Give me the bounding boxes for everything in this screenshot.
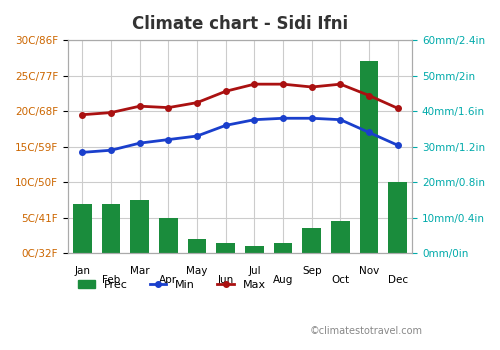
Text: Jun: Jun — [218, 275, 234, 285]
Text: Mar: Mar — [130, 266, 150, 276]
Bar — [388, 182, 407, 253]
Bar — [102, 204, 120, 253]
Text: May: May — [186, 266, 208, 276]
Bar — [159, 218, 178, 253]
Text: Nov: Nov — [359, 266, 380, 276]
Text: ©climatestotravel.com: ©climatestotravel.com — [310, 326, 423, 336]
Bar — [216, 243, 235, 253]
Text: Aug: Aug — [273, 275, 293, 285]
Text: Sep: Sep — [302, 266, 322, 276]
Bar — [331, 221, 350, 253]
Text: Dec: Dec — [388, 275, 408, 285]
Text: Oct: Oct — [332, 275, 349, 285]
Text: Apr: Apr — [160, 275, 178, 285]
Text: Jul: Jul — [248, 266, 260, 276]
Legend: Prec, Min, Max: Prec, Min, Max — [74, 276, 270, 295]
Title: Climate chart - Sidi Ifni: Climate chart - Sidi Ifni — [132, 15, 348, 33]
Bar — [274, 243, 292, 253]
Bar — [130, 200, 149, 253]
Text: Feb: Feb — [102, 275, 120, 285]
Bar — [245, 246, 264, 253]
Bar — [360, 62, 378, 253]
Bar — [73, 204, 92, 253]
Bar — [188, 239, 206, 253]
Text: Jan: Jan — [74, 266, 90, 276]
Bar — [302, 229, 321, 253]
